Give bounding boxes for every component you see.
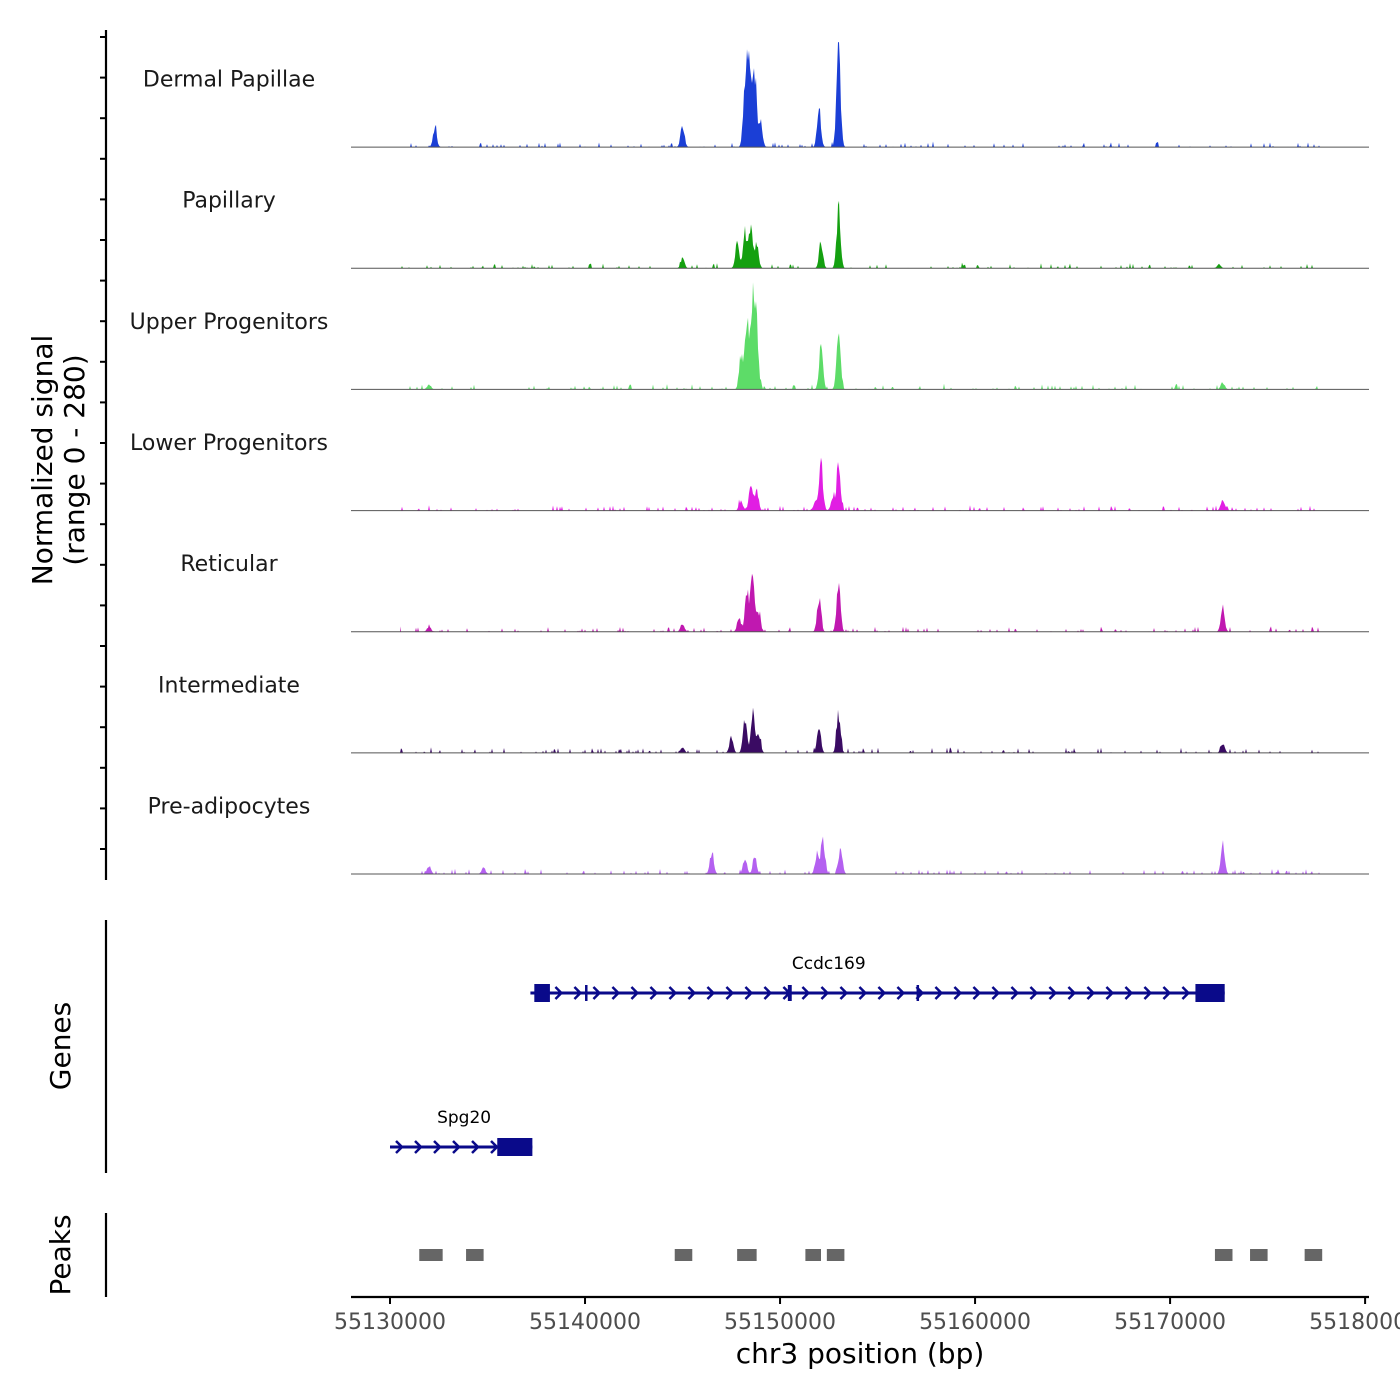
strand-arrow [953,986,963,1000]
strand-arrow [611,986,621,1000]
exon [534,984,550,1002]
strand-arrow [1067,986,1077,1000]
track-lower-progenitors: Lower Progenitors [130,431,1369,512]
signal-area [400,200,1322,269]
signal-area [400,573,1322,632]
strand-arrow [1048,986,1058,1000]
x-tick-label: 55150000 [724,1310,836,1335]
strand-arrow [839,986,849,1000]
strand-arrow [414,1140,423,1154]
genes-axis-title: Genes [44,1002,77,1090]
track-intermediate: Intermediate [158,673,1369,754]
signal-area [400,707,1322,753]
strand-arrow [490,1140,499,1154]
strand-arrow [649,986,659,1000]
strand-arrow [801,986,811,1000]
strand-arrow [706,986,716,1000]
peak-region [737,1249,757,1261]
strand-arrow [972,986,982,1000]
strand-arrow [1010,986,1020,1000]
exon [916,985,920,1001]
track-label: Papillary [182,189,276,214]
gene-spg20: Spg20 [390,1108,533,1156]
peak-region [466,1249,484,1261]
strand-arrow [668,986,678,1000]
peak-region [419,1249,443,1261]
x-tick-label: 55160000 [919,1310,1031,1335]
strand-arrow [573,986,583,1000]
x-tick-label: 55180000 [1309,1310,1400,1335]
peak-region [826,1249,845,1261]
strand-arrow [395,1140,404,1154]
y-axis-title-line2: (range 0 - 280) [58,354,91,565]
track-label: Dermal Papillae [143,68,315,93]
strand-arrow [763,986,773,1000]
strand-arrow [471,1140,480,1154]
signal-y-ticks [100,36,106,850]
strand-arrow [1124,986,1134,1000]
x-tick-label: 55130000 [334,1310,446,1335]
track-label: Pre-adipocytes [148,794,311,819]
track-upper-progenitors: Upper Progenitors [130,282,1369,390]
x-tick-label: 55170000 [1114,1310,1226,1335]
exon [787,985,792,1001]
exon [585,985,588,1001]
peak-region [805,1249,821,1261]
peak-region [1304,1249,1323,1261]
signal-area [400,42,1322,148]
track-papillary: Papillary [182,189,1369,269]
strand-arrow [991,986,1001,1000]
coverage-tracks: Dermal Papillae Papillary Upper Progenitor… [130,42,1369,875]
strand-arrow [433,1140,442,1154]
strand-arrow [1143,986,1153,1000]
strand-arrow [630,986,640,1000]
strand-arrow [1105,986,1115,1000]
gene-ccdc169: Ccdc169 [530,954,1225,1002]
strand-arrow [877,986,887,1000]
gene-track: Ccdc169 Spg20 [390,954,1225,1156]
x-axis-title: chr3 position (bp) [736,1337,985,1370]
track-label: Upper Progenitors [130,310,329,335]
signal-area [400,282,1322,390]
gene-label: Ccdc169 [792,954,866,974]
track-pre-adipocytes: Pre-adipocytes [148,794,1369,875]
track-label: Intermediate [158,673,300,698]
track-label: Reticular [180,552,278,577]
peak-region [674,1249,693,1261]
peaks-axis-title: Peaks [44,1214,77,1295]
peak-region [1250,1249,1268,1261]
track-dermal-papillae: Dermal Papillae [143,42,1369,148]
y-axis-title-line1: Normalized signal [26,335,59,586]
exon [1195,984,1225,1002]
signal-area [400,457,1322,511]
strand-arrow [820,986,830,1000]
peak-track [419,1249,1323,1261]
strand-arrow [744,986,754,1000]
strand-arrow [452,1140,461,1154]
exon [497,1138,533,1156]
strand-arrow [934,986,944,1000]
x-tick-label: 55140000 [529,1310,641,1335]
gene-label: Spg20 [437,1108,491,1128]
strand-arrow [554,986,564,1000]
signal-area [400,836,1322,874]
strand-arrow [687,986,697,1000]
strand-arrow [896,986,906,1000]
track-label: Lower Progenitors [130,431,328,456]
track-reticular: Reticular [180,552,1369,633]
strand-arrow [725,986,735,1000]
strand-arrow [1086,986,1096,1000]
strand-arrow [1181,986,1191,1000]
strand-arrow [858,986,868,1000]
peak-region [1214,1249,1233,1261]
strand-arrow [592,986,602,1000]
strand-arrow [1162,986,1172,1000]
x-axis-ticks: 55130000 55140000 55150000 55160000 55170000… [334,1297,1400,1335]
strand-arrow [1029,986,1039,1000]
